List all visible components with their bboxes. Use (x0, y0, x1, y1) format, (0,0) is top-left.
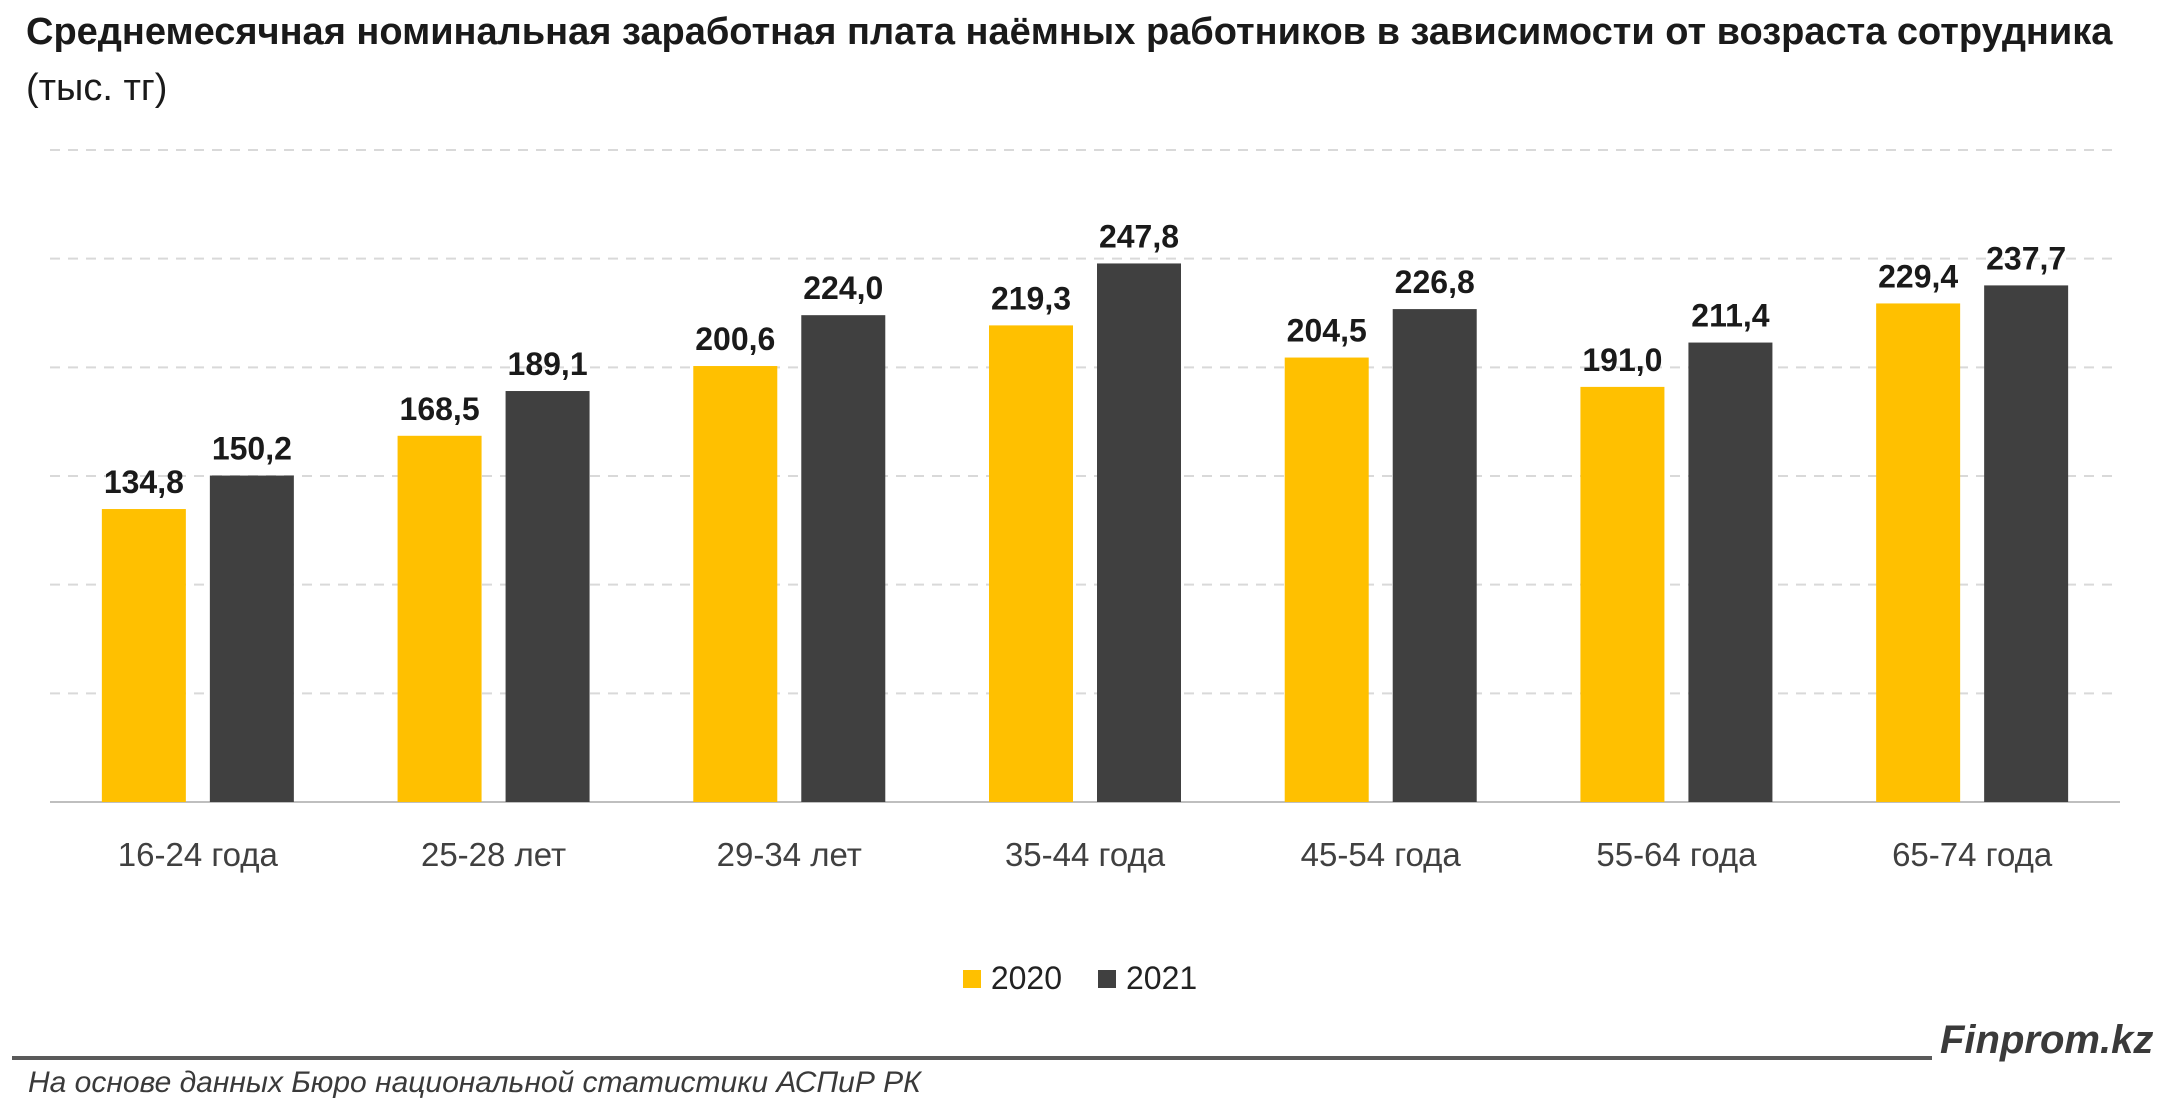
data-label-2021: 211,4 (1691, 298, 1770, 334)
footer-divider (12, 1056, 1932, 1060)
bar-2020 (1580, 386, 1665, 802)
bar-2021 (209, 475, 294, 802)
bar-2020 (693, 366, 778, 802)
x-tick-label: 35-44 года (1005, 836, 1166, 873)
bar-2021 (1097, 263, 1181, 802)
data-label-2021: 226,8 (1395, 264, 1475, 300)
x-tick-label: 29-34 лет (717, 836, 862, 873)
bar-2021 (801, 315, 886, 802)
data-label-2020: 134,8 (104, 464, 184, 500)
chart-title: Среднемесячная номинальная заработная пл… (26, 4, 2126, 116)
data-label-2021: 224,0 (803, 270, 883, 306)
data-label-2020: 219,3 (991, 280, 1071, 316)
data-label-2020: 191,0 (1582, 342, 1662, 378)
data-label-2021: 189,1 (508, 346, 588, 382)
data-label-2020: 229,4 (1878, 258, 1958, 294)
legend-label-2020: 2020 (990, 960, 1062, 996)
bar-2021 (1688, 342, 1773, 802)
bar-2020 (1876, 303, 1961, 802)
chart-title-main: Среднемесячная номинальная заработная пл… (26, 11, 2113, 53)
legend-swatch-2021 (1098, 969, 1116, 988)
data-label-2020: 204,5 (1287, 313, 1367, 349)
chart-title-unit: (тыс. тг) (26, 67, 168, 109)
bar-2021 (1392, 309, 1477, 802)
bar-2020 (1284, 357, 1369, 802)
data-label-2020: 168,5 (400, 391, 480, 427)
x-tick-label: 25-28 лет (421, 836, 566, 873)
x-tick-label: 45-54 года (1301, 836, 1462, 873)
bar-chart: 134,8 150,2 16-24 года 168,5 189,1 25-28 лет 2… (50, 149, 2120, 873)
source-note: На основе данных Бюро национальной стати… (28, 1066, 921, 1099)
legend-item-2020: 2020 (962, 960, 1062, 997)
bar-2021 (1984, 285, 2069, 802)
bar-2021 (505, 391, 590, 802)
data-label-2021: 150,2 (212, 431, 292, 467)
bar-2020 (101, 509, 186, 802)
brand-logo-text: Finprom.kz (1940, 1018, 2154, 1062)
chart-legend: 2020 2021 (0, 960, 2160, 997)
legend-item-2021: 2021 (1098, 960, 1197, 997)
x-tick-label: 55-64 года (1596, 836, 1757, 873)
legend-label-2021: 2021 (1126, 960, 1198, 996)
bar-2020 (989, 325, 1073, 802)
data-label-2021: 247,8 (1099, 218, 1179, 254)
x-tick-label: 65-74 года (1892, 836, 2053, 873)
data-label-2020: 200,6 (695, 321, 775, 357)
legend-swatch-2020 (962, 969, 981, 988)
data-label-2021: 237,7 (1986, 240, 2066, 276)
x-tick-label: 16-24 года (118, 836, 279, 873)
bar-2020 (397, 435, 482, 802)
